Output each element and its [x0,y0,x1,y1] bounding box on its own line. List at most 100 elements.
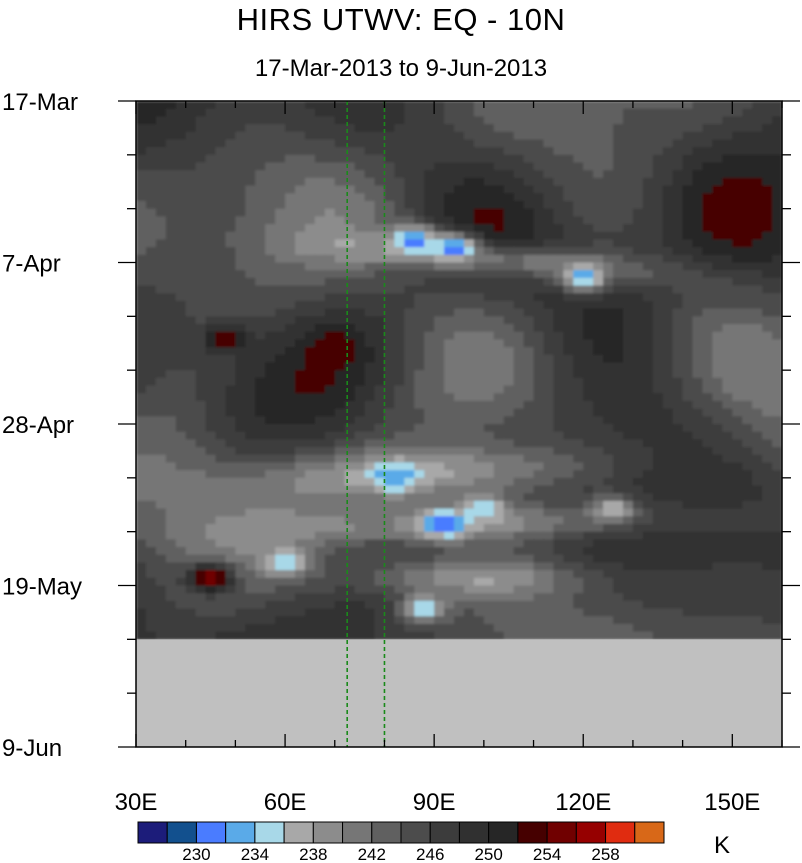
field-cell [473,247,485,256]
field-cell [285,608,296,617]
field-cell [662,585,674,594]
field-cell [275,539,286,548]
field-cell [622,631,634,640]
field-cell [454,224,465,233]
field-cell [354,185,366,194]
field-cell [444,616,455,625]
field-cell [702,339,714,348]
field-cell [613,408,624,417]
field-cell [364,439,376,448]
field-cell [374,623,386,633]
field-cell [613,531,624,540]
field-cell [215,400,227,410]
field-cell [225,562,236,571]
field-cell [622,101,634,110]
field-cell [752,393,763,402]
field-cell [136,377,147,387]
field-cell [414,554,425,564]
field-cell [672,516,684,525]
field-cell [593,370,604,379]
field-cell [434,185,445,194]
field-cell [195,185,207,194]
field-cell [285,577,296,587]
field-cell [285,477,296,487]
field-cell [136,147,147,156]
field-cell [583,270,594,279]
field-cell [563,377,574,387]
field-cell [662,362,674,371]
field-cell [334,224,346,233]
field-cell [314,347,326,356]
field-cell [235,177,246,187]
field-cell [583,608,594,617]
field-cell [265,200,276,210]
field-cell [195,477,207,487]
field-cell [503,470,515,479]
field-cell [573,193,584,202]
field-cell [533,616,545,625]
field-cell [463,139,475,148]
field-cell [285,370,296,379]
field-cell [732,124,743,133]
field-cell [324,277,336,287]
field-cell [603,370,614,379]
field-cell [772,623,782,633]
field-cell [354,247,366,256]
field-cell [503,462,515,471]
field-cell [454,316,465,325]
field-cell [285,623,296,633]
field-cell [255,347,266,356]
field-cell [324,400,336,410]
field-cell [265,285,276,294]
field-cell [136,193,147,202]
field-cell [772,577,782,587]
field-cell [215,439,227,448]
field-cell [463,101,475,110]
field-cell [175,623,187,633]
field-cell [434,193,445,202]
field-cell [642,385,654,394]
field-cell [702,585,714,594]
field-cell [563,147,574,156]
field-cell [752,162,763,171]
field-cell [155,147,167,156]
field-cell [245,393,256,402]
field-cell [513,385,525,394]
field-cell [583,570,594,579]
field-cell [324,508,336,517]
field-cell [245,508,256,517]
field-cell [414,500,425,510]
field-cell [245,570,256,579]
field-cell [702,547,714,556]
field-cell [473,101,485,110]
field-cell [722,316,733,325]
field-cell [414,285,425,294]
field-cell [344,462,356,471]
field-cell [304,408,316,417]
field-cell [354,108,366,117]
field-cell [354,131,366,141]
field-cell [613,539,624,548]
field-cell [543,408,555,417]
field-cell [324,247,336,256]
field-cell [483,500,495,510]
field-cell [712,577,723,587]
field-cell [553,539,564,548]
field-cell [632,347,644,356]
field-cell [483,493,495,502]
field-cell [205,101,217,110]
field-cell [205,593,217,602]
field-cell [613,623,624,633]
field-cell [324,523,336,533]
field-cell [145,185,157,194]
field-cell [742,277,753,287]
field-cell [215,616,227,625]
field-cell [414,547,425,556]
field-cell [702,539,714,548]
field-cell [225,585,236,594]
field-cell [414,200,425,210]
field-cell [215,124,227,133]
field-cell [424,539,435,548]
field-cell [583,508,594,517]
field-cell [364,170,376,179]
